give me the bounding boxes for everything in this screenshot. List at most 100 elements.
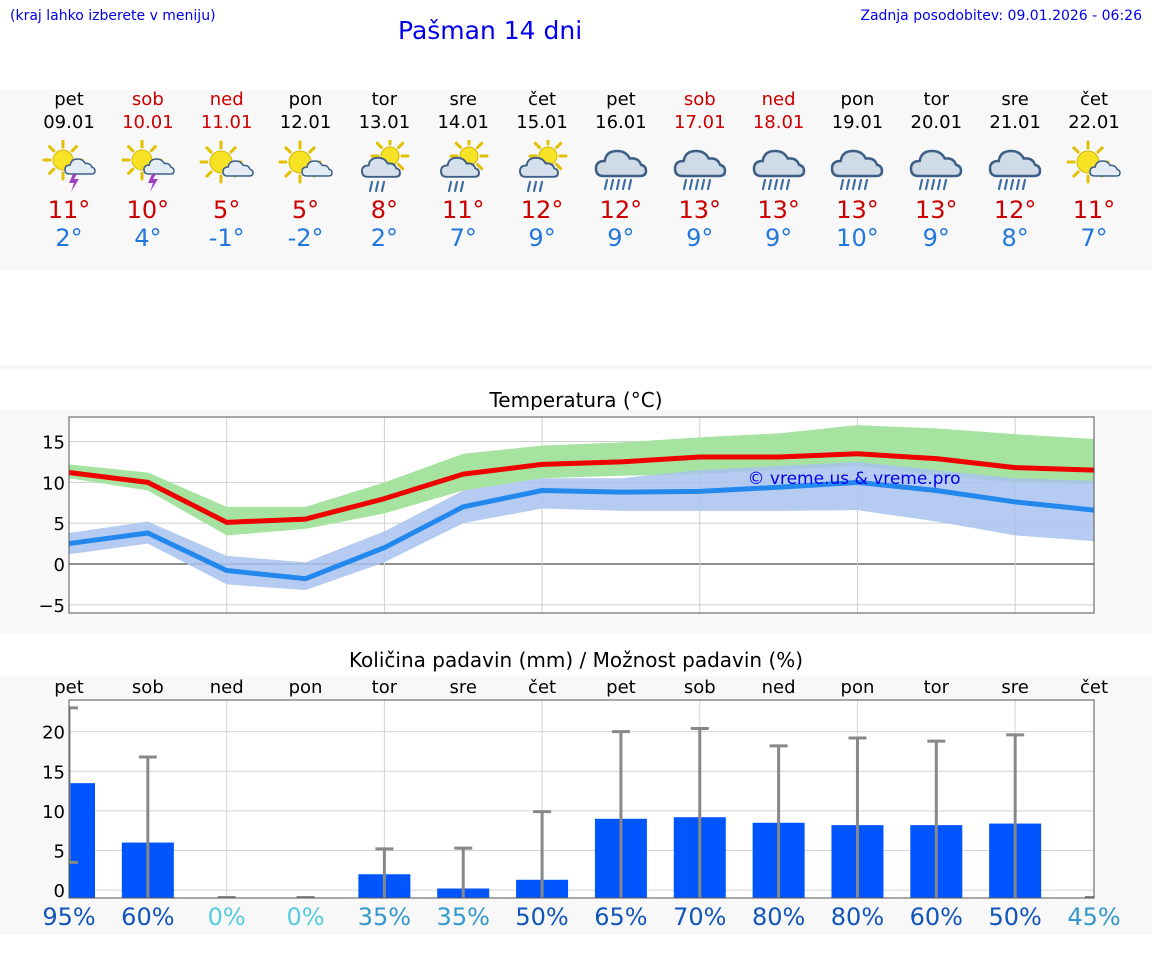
max-temperature: 11°: [47, 196, 91, 224]
min-temperature: -1°: [208, 224, 245, 252]
min-temperature-line: [68, 479, 1095, 582]
x-category-label: pet: [606, 677, 636, 698]
day-forecast: pon 19.01 13° 10°: [817, 90, 897, 252]
day-date: 14.01: [437, 112, 489, 133]
page-title: Pašman 14 dni: [398, 16, 583, 45]
cloud-rain-icon: [988, 149, 1042, 191]
y-tick-label: 15: [42, 762, 65, 783]
sun-cloud-icon: [278, 140, 333, 184]
day-name: tor: [371, 89, 398, 110]
max-temperature: 13°: [836, 196, 879, 224]
day-name: sob: [131, 89, 164, 110]
plot-frame: [68, 699, 1095, 899]
y-tick-label: 15: [42, 433, 65, 454]
day-date: 21.01: [989, 112, 1041, 133]
day-date: 19.01: [831, 112, 884, 133]
y-tick-label: 20: [42, 723, 65, 744]
min-temperature: 2°: [370, 224, 399, 252]
day-forecast: sre 21.01 12° 8°: [975, 90, 1055, 252]
y-tick-label: 0: [54, 881, 65, 902]
min-temperature: 4°: [134, 224, 162, 252]
precipitation-probability-row: 95% 60% 0% 0% 35% 35% 50% 65% 70% 80% 80% 60% 50% 45%: [0, 903, 1152, 935]
day-name: sre: [449, 89, 477, 110]
max-temperature: 12°: [599, 196, 643, 224]
precipitation-probability: 60%: [909, 903, 963, 931]
day-forecast: sob 17.01 13° 9°: [660, 90, 740, 252]
min-temperature: 9°: [764, 224, 793, 252]
min-temperature: -2°: [287, 224, 324, 252]
day-forecast: ned 11.01 5° -1°: [187, 90, 267, 252]
x-category-label: sob: [684, 677, 716, 698]
precipitation-bar: [69, 783, 95, 898]
precipitation-probability: 70%: [673, 903, 727, 931]
day-date: 12.01: [279, 112, 332, 133]
day-name: pon: [288, 89, 323, 110]
min-temperature: 9°: [607, 224, 635, 252]
cloud-rain-icon: [752, 149, 805, 191]
precipitation-probability: 50%: [988, 903, 1042, 931]
min-temperature: 9°: [686, 224, 714, 252]
day-forecast: pet 09.01 11° 2°: [29, 90, 109, 252]
max-temperature-line: [68, 451, 1095, 525]
day-name: pet: [606, 89, 636, 110]
day-date: 20.01: [910, 112, 963, 133]
day-date: 16.01: [595, 112, 647, 133]
day-forecast: sob 10.01 10° 4°: [108, 90, 188, 252]
precipitation-probability: 80%: [830, 903, 885, 931]
min-temperature-band: [69, 461, 1094, 591]
sun-cloud-rain-icon: [361, 140, 410, 193]
precipitation-probability: 35%: [436, 903, 490, 931]
day-date: 09.01: [43, 112, 95, 133]
x-category-label: čet: [1080, 677, 1108, 698]
max-temperature: 5°: [291, 196, 320, 224]
day-date: 22.01: [1068, 112, 1120, 133]
cloud-rain-icon: [673, 149, 727, 191]
daily-forecast: pet 09.01 11° 2° sob 10.01 10° 4° ned 11.01 5° -1° p…: [0, 90, 1152, 270]
day-name: tor: [923, 89, 950, 110]
min-temperature: 7°: [449, 224, 477, 252]
y-tick-label: 5: [54, 841, 65, 862]
day-forecast: sre 14.01 11° 7°: [423, 89, 503, 253]
max-temperature: 13°: [757, 196, 800, 224]
sun-cloud-rain-icon: [519, 140, 568, 193]
x-category-label: pon: [841, 677, 875, 698]
precipitation-probability: 0%: [207, 903, 246, 931]
y-tick-label: 0: [54, 555, 65, 576]
x-category-label: tor: [372, 677, 398, 698]
day-name: sre: [1001, 89, 1029, 110]
day-name: pet: [54, 89, 84, 110]
last-updated: Zadnja posodobitev: 09.01.2026 - 06:26: [860, 8, 1142, 24]
precipitation-probability: 80%: [751, 903, 806, 931]
sun-cloud-icon: [199, 140, 254, 184]
day-forecast: tor 13.01 8° 2°: [344, 89, 424, 253]
sun-cloud-icon: [1066, 140, 1121, 184]
day-date: 17.01: [674, 112, 726, 133]
x-category-label: sre: [1001, 677, 1028, 698]
precipitation-chart: 0 5 10 15 20 pet sob ned pon tor sre čet pet sob ned po…: [42, 677, 1108, 902]
max-temperature: 12°: [993, 196, 1037, 224]
cloud-rain-icon: [594, 149, 648, 191]
cloud-rain-icon: [910, 149, 963, 191]
precipitation-probability: 0%: [286, 903, 325, 931]
y-tick-label: −5: [38, 596, 65, 617]
precipitation-chart-title: Količina padavin (mm) / Možnost padavin …: [348, 648, 804, 672]
day-forecast: čet 22.01 11° 7°: [1054, 90, 1134, 252]
precipitation-probability: 95%: [42, 903, 96, 931]
x-category-label: tor: [924, 677, 950, 698]
day-name: čet: [1079, 89, 1109, 110]
min-temperature: 9°: [922, 224, 950, 252]
precipitation-probability: 35%: [357, 903, 412, 931]
x-category-label: pet: [54, 677, 84, 698]
precipitation-probability: 50%: [515, 903, 569, 931]
divider: [0, 365, 1152, 370]
max-temperature: 13°: [678, 196, 722, 224]
sun-cloud-thunder-icon: [42, 140, 96, 192]
menu-hint[interactable]: (kraj lahko izberete v meniju): [10, 8, 216, 24]
day-name: čet: [528, 89, 557, 110]
min-temperature: 2°: [55, 224, 83, 252]
max-temperature: 5°: [213, 196, 241, 224]
precipitation-probability: 45%: [1067, 903, 1121, 931]
temperature-chart: −5 0 5 10 15 © vreme.us & vreme.pro: [38, 416, 1095, 617]
y-tick-label: 10: [42, 473, 65, 494]
watermark: © vreme.us & vreme.pro: [747, 469, 960, 489]
